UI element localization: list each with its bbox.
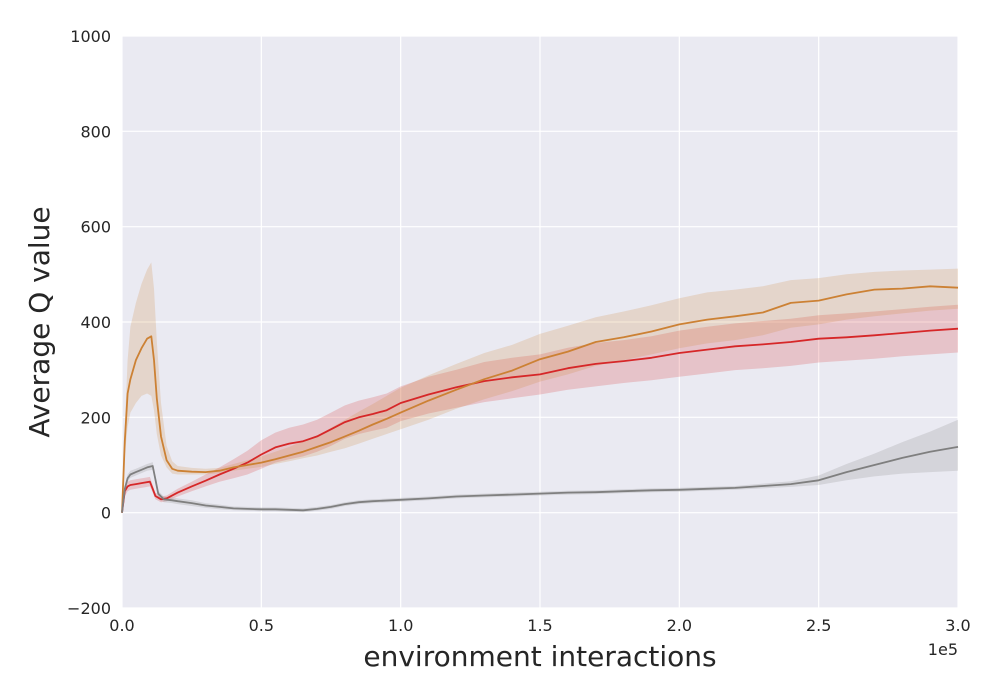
series-lines xyxy=(121,285,959,513)
x-tick-labels: 0.0 0.5 1.0 1.5 2.0 2.5 3.0 xyxy=(109,616,970,635)
x-tick-label: 2.5 xyxy=(806,616,831,635)
series-2-band xyxy=(122,262,958,513)
y-tick-label: 400 xyxy=(80,313,111,332)
series-1-band xyxy=(122,304,958,513)
y-tick-label: 800 xyxy=(80,122,111,141)
x-tick-label: 0.0 xyxy=(109,616,134,635)
x-scale-label: 1e5 xyxy=(928,640,958,659)
y-tick-label: 200 xyxy=(80,408,111,427)
x-tick-label: 0.5 xyxy=(249,616,274,635)
y-tick-label: 600 xyxy=(80,218,111,237)
x-tick-label: 3.0 xyxy=(945,616,970,635)
x-tick-label: 2.0 xyxy=(667,616,692,635)
y-tick-label: 0 xyxy=(101,504,111,523)
y-tick-label: 1000 xyxy=(70,27,111,46)
x-axis-title: environment interactions xyxy=(363,640,716,673)
x-tick-label: 1.5 xyxy=(527,616,552,635)
series-3-line xyxy=(121,446,959,513)
grid-lines xyxy=(121,35,959,609)
series-1-line xyxy=(121,327,959,513)
y-tick-labels: −200 0 200 400 600 800 1000 xyxy=(67,27,111,618)
x-tick-label: 1.0 xyxy=(388,616,413,635)
y-axis-title: Average Q value xyxy=(23,206,56,437)
y-tick-label: −200 xyxy=(67,599,111,618)
series-2-line xyxy=(121,285,959,513)
